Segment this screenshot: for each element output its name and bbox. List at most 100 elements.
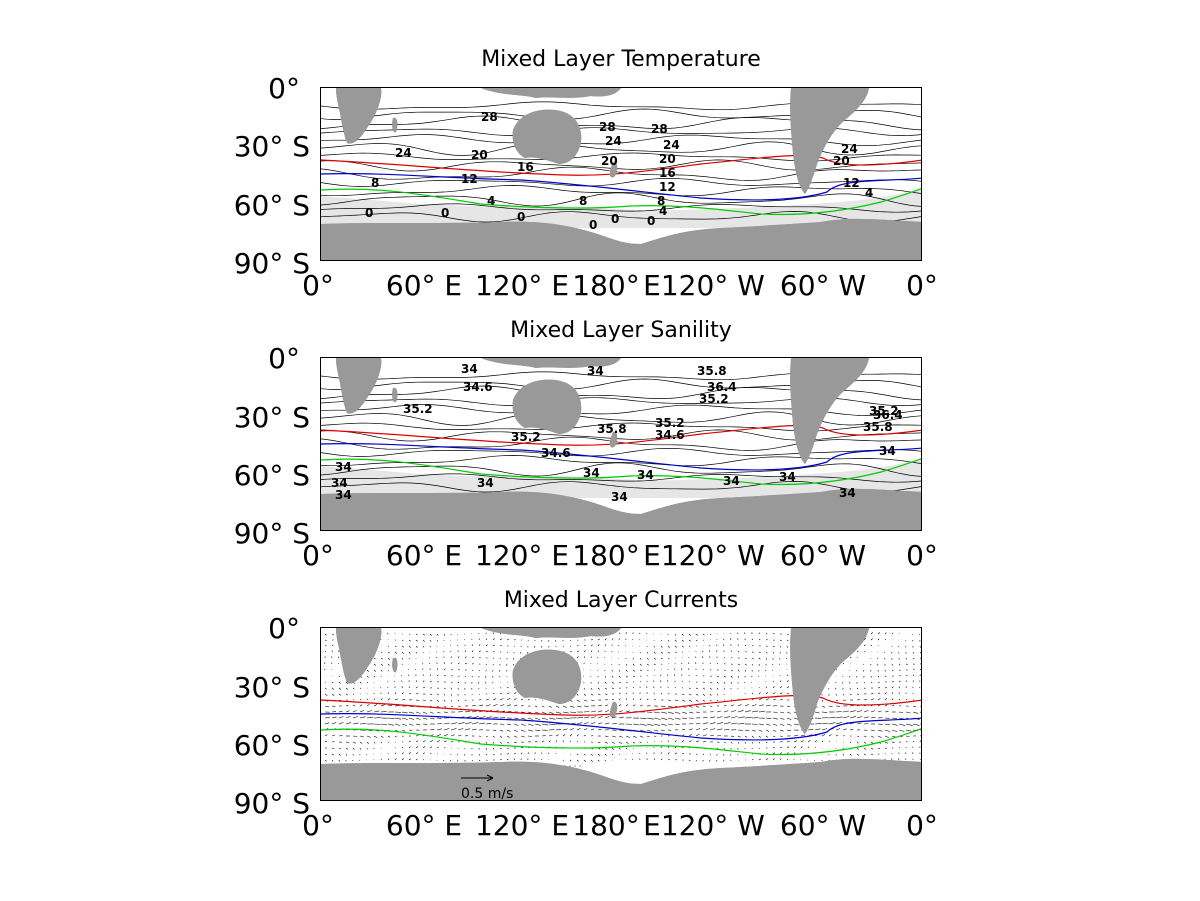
current-vector [324, 633, 327, 636]
current-vector [401, 717, 408, 720]
current-vector [891, 669, 894, 672]
current-vector [688, 699, 693, 702]
current-vector [611, 753, 614, 756]
current-vector [751, 723, 758, 725]
asia-landmass [481, 628, 621, 638]
current-vector [401, 735, 404, 737]
current-vector [716, 722, 724, 725]
current-vector [513, 717, 519, 719]
current-vector [450, 722, 458, 725]
current-vector [331, 722, 337, 725]
current-vector [765, 651, 768, 654]
current-vector [856, 675, 858, 678]
current-vector [751, 704, 757, 707]
current-vector [772, 669, 774, 671]
current-vector [674, 651, 677, 654]
contour-label: 34 [723, 474, 740, 488]
current-vector [772, 717, 778, 720]
current-vector [765, 758, 768, 761]
current-vector [632, 657, 634, 660]
current-vector [541, 758, 543, 761]
current-vector [506, 729, 511, 732]
current-vector [905, 657, 908, 660]
current-vector [436, 728, 442, 731]
current-vector [436, 674, 439, 677]
current-vector [737, 669, 740, 672]
current-vector [667, 758, 670, 761]
current-vector [324, 662, 326, 665]
current-vector [520, 717, 526, 720]
current-vector [779, 746, 783, 749]
current-vector [520, 729, 526, 732]
south-america-landmass [790, 358, 869, 464]
current-vector [604, 675, 606, 678]
current-vector [597, 722, 603, 725]
current-vector [485, 638, 488, 641]
grid-dot [579, 765, 581, 767]
current-vector [751, 681, 753, 683]
current-vector [898, 747, 900, 749]
current-vector [807, 740, 811, 743]
current-vector [331, 662, 333, 665]
contour-label: 28 [599, 120, 616, 134]
current-vector [534, 645, 536, 648]
current-vector [422, 711, 428, 714]
panel-title: Mixed Layer Sanility [510, 318, 732, 343]
current-vector [457, 722, 465, 725]
current-vector [611, 716, 617, 719]
current-vector [758, 735, 761, 738]
current-vector [534, 705, 538, 707]
current-vector [786, 729, 792, 732]
current-vector [373, 704, 378, 707]
current-vector [415, 668, 417, 671]
x-tick-60e: 60° E [385, 269, 463, 302]
current-vector [709, 699, 712, 702]
current-vector [345, 741, 349, 744]
current-vector [387, 704, 393, 707]
contour-label: 0 [611, 212, 620, 226]
current-vector [807, 728, 814, 731]
current-vector [681, 699, 686, 702]
current-vector [485, 723, 492, 725]
current-vector [408, 758, 411, 761]
current-vector [429, 717, 435, 720]
current-vector [772, 698, 777, 701]
current-vector [471, 705, 476, 707]
current-vector [583, 716, 590, 719]
current-vector [716, 681, 719, 684]
current-vector [751, 663, 754, 666]
current-vector [821, 740, 824, 743]
current-vector [506, 758, 509, 761]
current-vector [898, 758, 900, 761]
current-vector [779, 686, 782, 689]
current-vector [604, 657, 606, 659]
current-vector [562, 711, 569, 714]
current-vector [646, 717, 654, 720]
contour-line [321, 152, 921, 162]
current-vector [891, 681, 894, 683]
current-vector [912, 674, 915, 677]
current-vector [723, 728, 730, 731]
current-vector [877, 698, 881, 701]
current-vector [744, 729, 750, 732]
current-vector [730, 735, 735, 737]
current-vector [492, 657, 495, 659]
current-vector [429, 711, 434, 714]
new-zealand-landmass [609, 431, 618, 448]
front-green-line [321, 458, 921, 486]
current-vector [380, 663, 383, 666]
contour-label: 20 [659, 152, 676, 166]
current-vector [366, 675, 369, 678]
current-vector [492, 632, 495, 635]
current-vector [506, 747, 510, 749]
current-vector [422, 633, 425, 636]
current-vector [765, 686, 768, 689]
current-vector [919, 657, 921, 659]
current-vector [842, 735, 845, 737]
current-vector [583, 693, 586, 696]
x-tick-180: 180° [572, 539, 640, 572]
current-vector [492, 729, 497, 732]
current-vector [611, 681, 614, 684]
current-vector [716, 710, 721, 713]
current-vector [555, 639, 557, 642]
